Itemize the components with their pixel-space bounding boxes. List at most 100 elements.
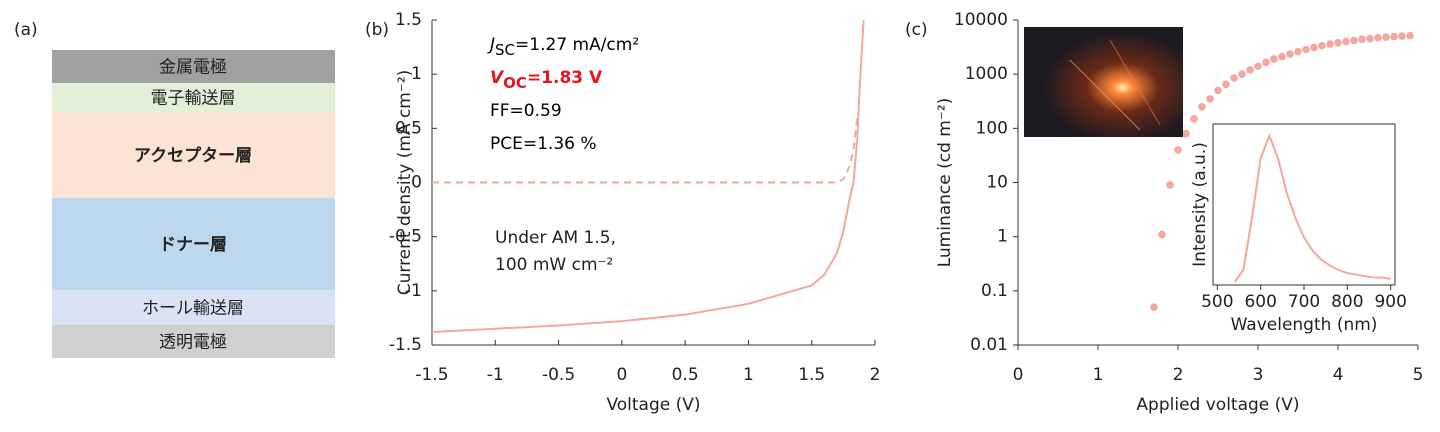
data-point <box>1246 66 1254 74</box>
data-point <box>1206 95 1214 103</box>
x-axis-label: Voltage (V) <box>606 395 700 415</box>
x-tick-label: 0.5 <box>672 365 699 385</box>
inset-overlay <box>1024 27 1396 286</box>
data-point <box>1182 129 1190 138</box>
data-point <box>1390 32 1398 41</box>
x-tick-label: 1 <box>743 365 754 385</box>
metric-symbol: J <box>487 35 495 55</box>
layer <box>52 325 335 358</box>
x-tick-label: 900 <box>1374 292 1406 312</box>
x-tick-label: 1.5 <box>798 365 825 385</box>
x-axis-label: Wavelength (nm) <box>1231 315 1378 335</box>
metric: VOC=1.83 V <box>490 68 603 92</box>
data-point <box>1190 114 1198 123</box>
y-tick-label: 0.1 <box>981 281 1008 301</box>
layer-label: 透明電極 <box>159 333 227 353</box>
data-point <box>1382 33 1390 41</box>
panel-label: (b) <box>365 20 389 40</box>
metric-symbol: V <box>490 68 505 88</box>
y-tick-label: 0 <box>411 173 422 193</box>
device-photo <box>1024 27 1183 137</box>
layer <box>52 198 335 290</box>
x-tick-label: 0 <box>1013 365 1024 385</box>
metric-text: FF=0.59 <box>490 101 562 121</box>
panel-label: (a) <box>14 20 38 40</box>
metric-subscript: SC <box>495 41 515 59</box>
layer <box>52 50 335 83</box>
photo-wire <box>1069 59 1141 131</box>
data-point <box>1198 102 1206 111</box>
x-tick-label: 2 <box>1173 365 1184 385</box>
condition: 100 mW cm⁻² <box>495 255 613 275</box>
data-point <box>1158 230 1166 239</box>
data-point <box>1374 33 1382 42</box>
data-point <box>1270 55 1278 63</box>
layer-label: ドナー層 <box>159 235 227 255</box>
y-tick-label: 1000 <box>965 64 1008 84</box>
data-point <box>1334 38 1342 47</box>
x-tick-label: -1.5 <box>415 365 448 385</box>
data-point <box>1310 43 1318 52</box>
photo-wire <box>1109 39 1161 126</box>
y-tick-label: 0.5 <box>395 118 422 138</box>
data-point <box>1326 40 1334 48</box>
layer-label: 金属電極 <box>159 58 227 78</box>
data-point <box>1406 31 1414 40</box>
condition: Under AM 1.5, <box>495 228 616 248</box>
data-point <box>1254 62 1262 71</box>
data-point <box>1366 34 1374 43</box>
x-tick-label: 1 <box>1093 365 1104 385</box>
y-tick-label: 1 <box>411 64 422 84</box>
data-point <box>1262 58 1270 67</box>
data-point <box>1230 74 1238 82</box>
x-tick-label: 2 <box>870 365 881 385</box>
layer-label: 電子輸送層 <box>151 89 236 109</box>
x-tick-label: 500 <box>1201 292 1233 312</box>
x-tick-label: 3 <box>1253 365 1264 385</box>
y-axis-label: Luminance (cd m⁻²) <box>935 98 955 268</box>
data-point <box>1398 32 1406 40</box>
data-point <box>1286 50 1294 58</box>
data-point <box>1294 47 1302 56</box>
x-tick-label: 5 <box>1413 365 1424 385</box>
data-point <box>1166 181 1174 189</box>
y-tick-label: -1 <box>405 281 422 301</box>
data-point <box>1350 36 1358 45</box>
inset-frame <box>1212 123 1396 286</box>
metric: JSC=1.27 mA/cm² <box>487 35 639 59</box>
y-tick-label: 0.01 <box>970 335 1008 355</box>
x-tick-label: -1 <box>487 365 504 385</box>
data-point <box>1214 86 1222 95</box>
y-tick-label: 10 <box>986 173 1008 193</box>
data-line <box>1233 133 1391 283</box>
x-tick-label: 4 <box>1333 365 1344 385</box>
y-tick-label: 1 <box>997 227 1008 247</box>
data-point <box>1302 45 1310 54</box>
data-point <box>1358 35 1366 44</box>
metric-text: =1.27 mA/cm² <box>515 35 639 55</box>
x-tick-label: 0 <box>616 365 627 385</box>
y-tick-label: 100 <box>976 118 1008 138</box>
metric-text: PCE=1.36 % <box>490 134 597 154</box>
x-tick-label: -0.5 <box>542 365 575 385</box>
metric-subscript: OC <box>503 74 527 92</box>
data-point <box>1342 37 1350 46</box>
data-line <box>432 117 859 184</box>
x-axis-label: Applied voltage (V) <box>1136 395 1299 415</box>
data-line <box>431 19 865 333</box>
metric: FF=0.59 <box>490 101 562 121</box>
y-axis-label: Current density (mA cm⁻²) <box>395 70 415 296</box>
layer-label: ホール輸送層 <box>142 299 244 319</box>
data-point <box>1238 70 1246 78</box>
data-point <box>1222 80 1230 89</box>
data-point <box>1318 41 1326 50</box>
data-point <box>1150 303 1158 311</box>
y-tick-label: -1.5 <box>389 335 422 355</box>
y-tick-label: 10000 <box>954 10 1008 30</box>
layer-label: アクセプター層 <box>134 145 252 166</box>
y-tick-label: 1.5 <box>395 10 422 30</box>
x-tick-label: 700 <box>1288 292 1320 312</box>
data-point <box>1174 146 1182 154</box>
metric-text: =1.83 V <box>527 68 603 88</box>
